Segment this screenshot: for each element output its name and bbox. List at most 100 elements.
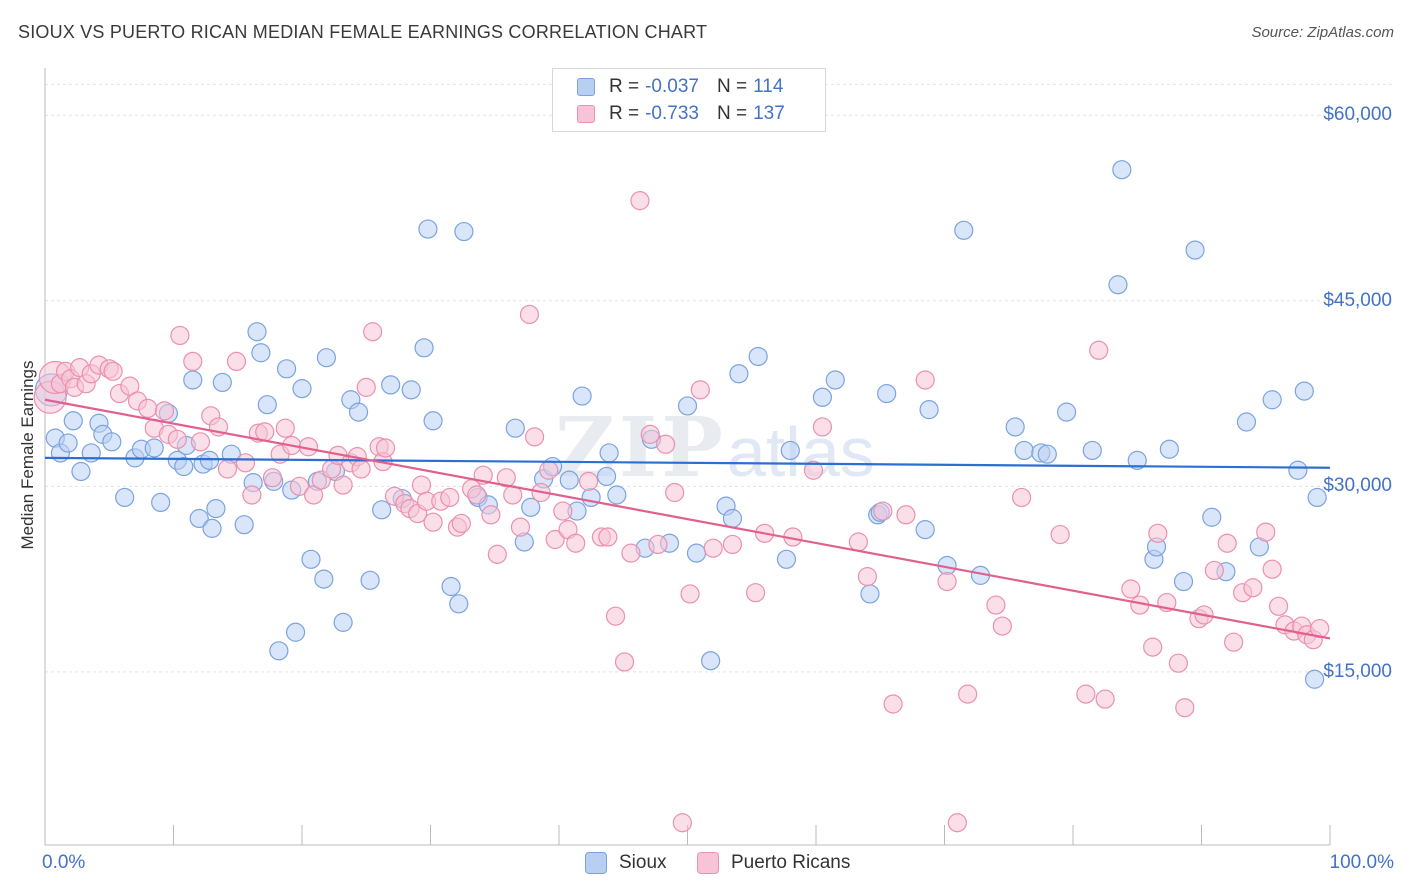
- trend-lines: [44, 398, 1331, 640]
- puerto-rican-point: [598, 527, 618, 547]
- puerto-rican-point: [440, 487, 460, 508]
- puerto-rican-point: [519, 304, 540, 325]
- sioux-point: [1262, 390, 1282, 410]
- puerto-rican-point: [167, 429, 187, 449]
- sioux-point: [1082, 440, 1102, 461]
- sioux-point: [1288, 460, 1308, 480]
- puerto-rican-point: [1168, 653, 1188, 673]
- legend-item-sioux[interactable]: Sioux: [585, 852, 667, 874]
- sioux-point: [919, 400, 939, 420]
- sioux-point: [414, 338, 434, 358]
- sioux-point: [174, 456, 194, 477]
- puerto-rican-point: [992, 616, 1012, 636]
- legend-r-value: -0.037: [645, 76, 699, 97]
- sioux-point: [257, 395, 277, 415]
- legend-r-label: R =: [609, 76, 640, 97]
- legend-swatch-sioux: [585, 852, 607, 874]
- sioux-point: [276, 359, 297, 379]
- puerto-rican-point: [680, 584, 700, 604]
- puerto-rican-point: [1089, 340, 1109, 360]
- puerto-rican-point: [524, 427, 545, 447]
- sioux-point: [572, 386, 592, 406]
- puerto-rican-point: [746, 583, 766, 603]
- puerto-rican-point: [640, 424, 660, 444]
- puerto-rican-point: [937, 571, 957, 592]
- puerto-rican-point: [356, 377, 376, 397]
- puerto-rican-point: [1148, 523, 1168, 543]
- sioux-point: [1304, 669, 1325, 689]
- puerto-rican-point: [690, 380, 710, 400]
- sioux-point: [1108, 275, 1128, 295]
- sioux-point: [381, 375, 401, 395]
- correlation-legend: R = -0.037 N = 114 R = -0.733 N = 137: [552, 68, 826, 132]
- puerto-rican-point: [423, 512, 443, 532]
- sioux-point: [102, 432, 122, 452]
- sioux-point: [234, 515, 254, 535]
- puerto-rican-point: [621, 543, 641, 563]
- puerto-rican-point: [605, 606, 626, 626]
- sioux-point: [292, 379, 312, 399]
- puerto-rican-trend-line: [44, 398, 1331, 640]
- sioux-point: [748, 346, 768, 367]
- sioux-point: [596, 466, 617, 487]
- puerto-rican-point: [289, 476, 310, 496]
- puerto-rican-point: [1076, 684, 1096, 704]
- sioux-point: [877, 383, 897, 404]
- puerto-rican-point: [1224, 632, 1244, 652]
- puerto-rican-point: [1256, 522, 1276, 542]
- puerto-rican-point: [812, 417, 833, 437]
- puerto-rican-point: [578, 471, 599, 491]
- sioux-point: [729, 364, 749, 384]
- puerto-rican-point: [411, 475, 432, 495]
- sioux-point: [1307, 487, 1327, 508]
- sioux-point: [449, 594, 469, 614]
- puerto-rican-point: [947, 813, 967, 833]
- sioux-point: [360, 570, 380, 590]
- sioux-point: [441, 576, 461, 597]
- puerto-rican-point: [303, 485, 324, 505]
- sioux-point: [1037, 444, 1057, 464]
- sioux-point: [71, 461, 91, 482]
- sioux-point: [915, 520, 935, 540]
- puerto-rican-point: [242, 485, 262, 505]
- puerto-rican-point: [857, 567, 878, 587]
- sioux-point: [151, 492, 171, 513]
- sioux-point: [701, 651, 721, 671]
- sioux-point: [418, 219, 438, 239]
- legend-swatch-sioux: [577, 78, 595, 96]
- legend-label-sioux: Sioux: [619, 852, 667, 873]
- sioux-point: [1112, 160, 1132, 180]
- puerto-rican-point: [1243, 578, 1263, 598]
- sioux-point: [199, 450, 220, 470]
- puerto-rican-point: [656, 434, 676, 454]
- puerto-rican-point: [1011, 487, 1032, 508]
- y-tick-label: $30,000: [1323, 475, 1392, 497]
- puerto-rican-point: [235, 453, 256, 473]
- puerto-rican-point: [170, 325, 190, 346]
- sioux-point: [825, 370, 845, 390]
- sioux-point: [251, 343, 271, 363]
- puerto-rican-point: [722, 534, 743, 555]
- watermark-atlas: atlas: [726, 413, 875, 491]
- chart-source: Source: ZipAtlas.com: [1251, 24, 1394, 41]
- sioux-point: [212, 372, 232, 393]
- puerto-rican-point: [226, 351, 247, 372]
- sioux-point: [722, 508, 743, 529]
- sioux-point: [607, 485, 627, 505]
- puerto-rican-point: [351, 459, 371, 479]
- puerto-rican-point: [363, 322, 383, 342]
- puerto-rican-point: [217, 459, 238, 479]
- puerto-rican-point: [553, 501, 573, 521]
- sioux-point: [780, 440, 800, 461]
- sioux-point: [1236, 412, 1257, 432]
- sioux-trend-line: [44, 456, 1331, 469]
- y-tick-label: $45,000: [1323, 289, 1392, 311]
- sioux-point: [454, 221, 474, 242]
- puerto-rican-point: [1262, 559, 1282, 579]
- legend-item-puerto-ricans[interactable]: Puerto Ricans: [697, 852, 850, 874]
- sioux-point: [372, 500, 392, 520]
- sioux-point: [1294, 381, 1314, 401]
- sioux-point: [677, 396, 698, 416]
- legend-n-value: 137: [753, 103, 785, 124]
